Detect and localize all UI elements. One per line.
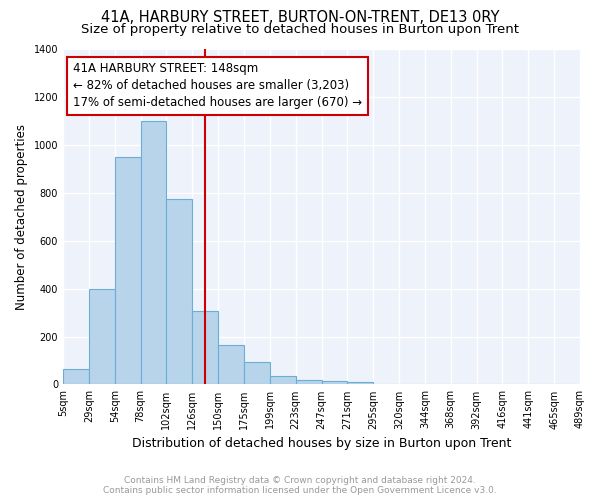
Bar — [63, 369, 89, 384]
Bar — [166, 198, 192, 384]
X-axis label: Distribution of detached houses by size in Burton upon Trent: Distribution of detached houses by size … — [132, 437, 511, 450]
Bar — [322, 381, 347, 384]
Bar — [244, 362, 270, 384]
Bar — [218, 345, 244, 385]
Bar — [89, 288, 115, 384]
Bar — [270, 376, 296, 384]
Y-axis label: Number of detached properties: Number of detached properties — [15, 124, 28, 310]
Bar — [192, 312, 218, 384]
Bar — [296, 380, 322, 384]
Text: 41A, HARBURY STREET, BURTON-ON-TRENT, DE13 0RY: 41A, HARBURY STREET, BURTON-ON-TRENT, DE… — [101, 10, 499, 25]
Text: Contains HM Land Registry data © Crown copyright and database right 2024.
Contai: Contains HM Land Registry data © Crown c… — [103, 476, 497, 495]
Bar — [115, 157, 140, 384]
Bar — [347, 382, 373, 384]
Text: Size of property relative to detached houses in Burton upon Trent: Size of property relative to detached ho… — [81, 22, 519, 36]
Text: 41A HARBURY STREET: 148sqm
← 82% of detached houses are smaller (3,203)
17% of s: 41A HARBURY STREET: 148sqm ← 82% of deta… — [73, 62, 362, 110]
Bar — [140, 121, 166, 384]
